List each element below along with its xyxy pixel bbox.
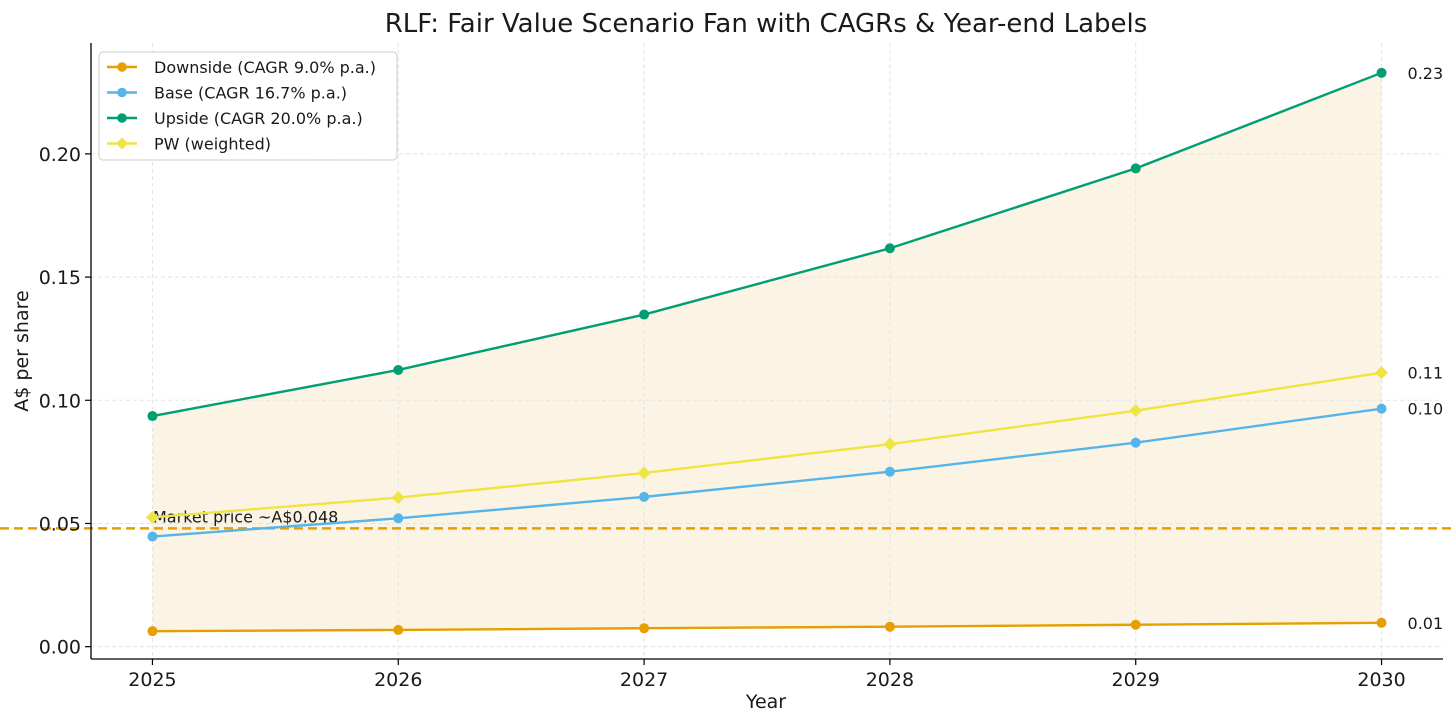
series-point-0: [1376, 617, 1387, 628]
series-layer: [145, 67, 1389, 637]
y-tick-label: 0.20: [39, 144, 81, 166]
legend-swatch-marker-1: [117, 87, 127, 98]
legend-swatch-marker-3: [116, 137, 128, 150]
series-point-0: [884, 621, 895, 632]
series-point-1: [1130, 437, 1141, 448]
series-point-2: [1376, 67, 1387, 78]
x-tick-label: 2025: [128, 669, 176, 691]
series-point-2: [884, 243, 895, 254]
series-line-2: [152, 71, 1382, 418]
legend-entry-0: Downside (CAGR 9.0% p.a.): [154, 58, 376, 77]
x-axis-label: Year: [745, 691, 786, 713]
series-point-0: [639, 623, 650, 634]
end-label-2: 0.23: [1408, 64, 1444, 83]
series-point-1: [393, 513, 404, 524]
series-point-0: [393, 624, 404, 635]
x-tick-label: 2026: [374, 669, 422, 691]
series-point-1: [639, 491, 650, 502]
x-tick-label: 2027: [620, 669, 668, 691]
x-tick-label: 2028: [866, 669, 914, 691]
end-labels-layer: 0.01 0.10 0.23 0.11: [1408, 64, 1444, 633]
series-point-2: [147, 411, 158, 422]
chart-title: RLF: Fair Value Scenario Fan with CAGRs …: [385, 9, 1148, 39]
y-tick-label: 0.05: [39, 513, 81, 535]
legend-entry-1: Base (CAGR 16.7% p.a.): [154, 84, 347, 103]
series-point-2: [639, 309, 650, 320]
y-tick-label: 0.15: [39, 267, 81, 289]
series-point-3: [391, 491, 405, 505]
legend-entry-3: PW (weighted): [154, 135, 271, 154]
y-tick-label: 0.00: [39, 637, 81, 659]
legend-box: [98, 51, 398, 161]
axes-layer: 0.00 0.05 0.10 0.15 0.20 2025 2026 2027 2028 2029…: [39, 43, 1443, 691]
series-point-1: [147, 531, 158, 542]
series-point-2: [1130, 163, 1141, 174]
x-tick-label: 2029: [1112, 669, 1160, 691]
end-label-3: 0.11: [1408, 364, 1444, 383]
end-label-1: 0.10: [1408, 400, 1444, 419]
y-tick-label: 0.10: [39, 390, 81, 412]
series-point-3: [883, 437, 897, 451]
series-point-3: [145, 510, 159, 524]
series-line-0: [152, 621, 1382, 633]
series-point-3: [1375, 366, 1389, 380]
market-price-label: Market price ~A$0.048: [153, 507, 338, 526]
x-tick-label: 2030: [1357, 669, 1405, 691]
series-point-3: [1129, 404, 1143, 418]
legend-swatch-marker-2: [117, 113, 127, 123]
legend: Downside (CAGR 9.0% p.a.) Base (CAGR 16.7…: [98, 51, 398, 161]
series-point-0: [147, 626, 158, 637]
y-axis-label: A$ per share: [11, 290, 33, 411]
series-line-1: [152, 407, 1382, 538]
legend-entry-2: Upside (CAGR 20.0% p.a.): [154, 109, 363, 128]
series-point-2: [393, 364, 404, 375]
series-point-3: [637, 466, 651, 480]
legend-swatch-marker-0: [117, 62, 127, 72]
series-point-0: [1130, 619, 1141, 630]
end-label-0: 0.01: [1408, 614, 1444, 633]
series-line-3: [152, 371, 1382, 519]
series-point-1: [884, 466, 895, 477]
series-point-1: [1376, 403, 1387, 414]
reference-line-layer: Market price ~A$0.048: [0, 507, 1456, 530]
